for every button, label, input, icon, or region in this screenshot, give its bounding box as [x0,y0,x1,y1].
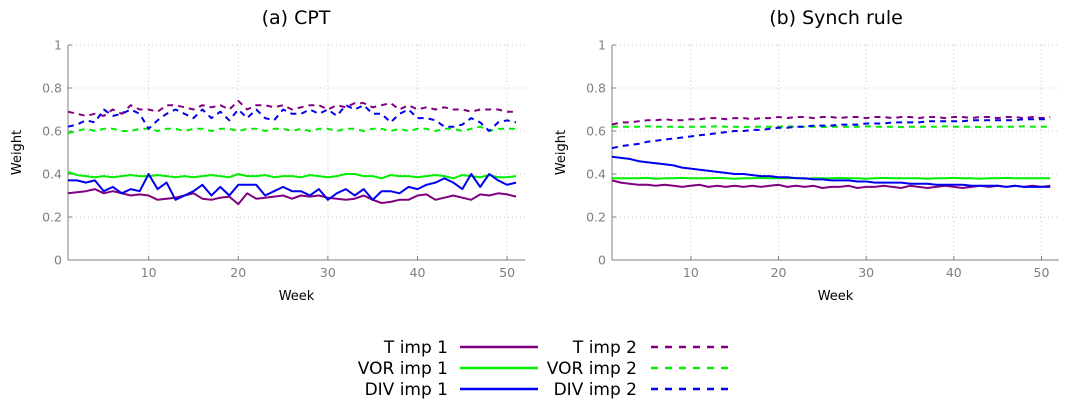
y-tick-label: 0.6 [586,124,606,139]
chart-title: (b) Synch rule [769,7,903,29]
legend-label-vor-imp-2: VOR imp 2 [547,359,637,379]
series-line-t-imp-2 [611,116,1051,126]
x-tick-label: 40 [410,265,426,280]
series-line-div-imp-1 [68,173,517,201]
chart-title: (a) CPT [262,7,331,29]
series-line-vor-imp-2 [612,125,1051,129]
series-line-div-imp-2 [67,104,517,132]
x-tick-label: 30 [858,265,874,280]
x-axis-label: Week [818,289,854,304]
chart-b: 10 20 30 40 50 0 0.2 0.4 0.6 0.8 1 (b) Synch rule We… [554,7,1059,304]
series-line-vor-imp-1 [612,176,1051,180]
series-line-div-imp-1 [611,155,1051,188]
y-tick-label: 0.6 [42,124,62,139]
legend-label-t-imp-1: T imp 1 [383,338,448,358]
series-line-div-imp-2 [611,118,1051,150]
series-line-t-imp-1 [67,188,517,206]
series-line-vor-imp-1 [67,170,517,180]
y-tick-label: 1 [54,38,62,53]
y-tick-label: 0.4 [586,167,606,182]
x-tick-label: 30 [320,265,336,280]
legend-label-div-imp-1: DIV imp 1 [365,380,448,400]
x-axis-label: Week [279,289,315,304]
legend-label-vor-imp-1: VOR imp 1 [358,359,448,379]
legend-label-div-imp-2: DIV imp 2 [554,380,637,400]
y-tick-label: 0 [598,253,606,268]
x-tick-label: 20 [230,265,246,280]
y-axis-label: Weight [10,130,25,175]
y-axis-label: Weight [554,130,569,175]
series-line-t-imp-2 [67,99,516,117]
legend-label-t-imp-2: T imp 2 [572,338,637,358]
y-tick-label: 0.4 [42,167,62,182]
y-tick-label: 1 [598,38,606,53]
y-tick-label: 0.2 [42,210,62,225]
y-tick-label: 0.8 [42,81,62,96]
x-tick-label: 50 [1034,265,1050,280]
x-tick-label: 10 [141,265,157,280]
chart-a: 10 20 30 40 50 0 0.2 0.4 0.6 0.8 1 (a) CPT Week Weigh… [10,7,525,304]
series-line-t-imp-1 [611,179,1051,189]
x-tick-label: 50 [499,265,515,280]
y-tick-label: 0.2 [586,210,606,225]
x-tick-label: 10 [683,265,699,280]
x-tick-label: 20 [771,265,787,280]
x-tick-label: 40 [946,265,962,280]
y-tick-label: 0.8 [586,81,606,96]
y-tick-label: 0 [54,253,62,268]
